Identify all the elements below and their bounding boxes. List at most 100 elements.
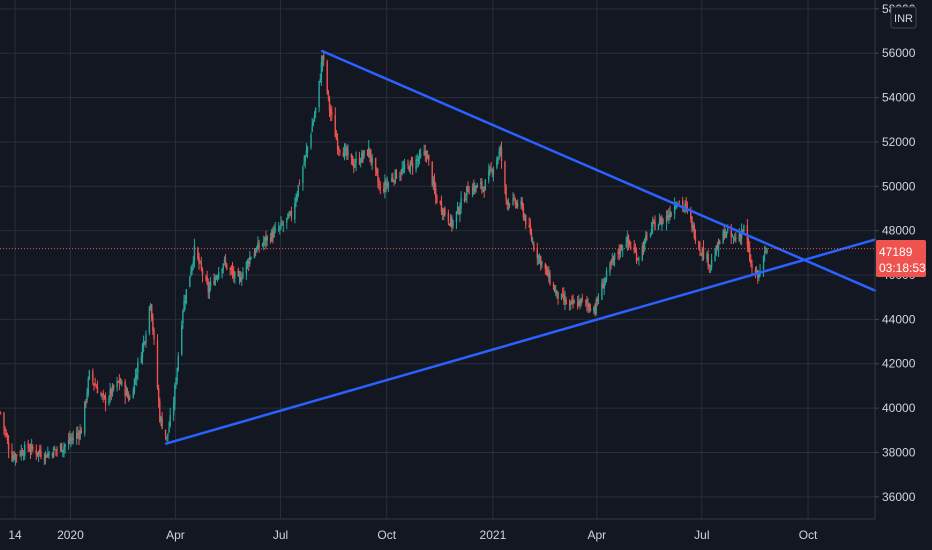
candle-body — [714, 256, 716, 261]
candle-body — [426, 155, 429, 160]
candle-body — [585, 300, 587, 302]
candle-body — [642, 246, 645, 250]
candle-body — [387, 182, 390, 186]
candle-body — [334, 114, 336, 138]
candle-body — [78, 433, 80, 438]
price-tick-label: 48000 — [882, 224, 916, 238]
candle-body — [231, 268, 234, 274]
candle-body — [416, 159, 418, 161]
candle-body — [145, 334, 147, 344]
candle-body — [191, 264, 193, 272]
candle-body — [60, 443, 63, 452]
time-tick-label: 2021 — [480, 528, 507, 542]
candle-body — [111, 385, 114, 395]
candle-body — [62, 449, 64, 453]
candle-body — [504, 161, 506, 187]
candle-body — [167, 433, 169, 437]
candle-body — [597, 299, 600, 301]
candle-body — [311, 125, 313, 133]
candle-body — [108, 397, 110, 405]
candle-body — [763, 252, 766, 256]
candle-body — [521, 201, 523, 207]
candle-body — [215, 276, 218, 279]
candle-body — [610, 261, 612, 264]
candle-body — [617, 252, 619, 254]
candle-body — [323, 54, 325, 61]
candle-body — [198, 257, 200, 264]
time-tick-label: 14 — [8, 528, 22, 542]
candle-body — [482, 187, 484, 189]
candle-body — [467, 187, 469, 193]
candle-body — [570, 301, 572, 305]
candle-body — [110, 388, 113, 395]
candle-body — [274, 228, 276, 231]
candle-body — [499, 147, 502, 154]
candle-body — [336, 139, 339, 150]
candle-body — [595, 300, 597, 314]
candle-body — [675, 205, 677, 207]
candle-body — [93, 383, 95, 385]
candle-body — [290, 210, 293, 218]
candle-body — [537, 255, 540, 260]
candle-body — [682, 200, 684, 208]
candle-body — [256, 247, 258, 252]
candle-body — [637, 259, 639, 261]
candle-body — [279, 226, 281, 229]
candle-body — [489, 168, 491, 173]
candle-body — [546, 269, 549, 277]
candle-body — [541, 262, 543, 264]
candle-body — [261, 243, 264, 246]
candle-body — [201, 269, 204, 276]
trendlines[interactable] — [164, 49, 877, 445]
candle-body — [596, 298, 599, 302]
time-axis[interactable]: 14 2020 Apr Jul Oct 2021 Apr Jul Oct — [8, 528, 818, 542]
candle-body — [144, 341, 146, 343]
candle-body — [257, 242, 259, 250]
candle-body — [580, 298, 582, 305]
currency-label[interactable]: INR — [890, 6, 917, 29]
candle-body — [339, 150, 341, 152]
candle-body — [762, 255, 765, 270]
candle-body — [149, 304, 152, 309]
candle-body — [258, 244, 260, 248]
candle-body — [742, 229, 744, 232]
candle-body — [48, 453, 50, 456]
candle-body — [224, 261, 227, 264]
candle-body — [476, 184, 478, 188]
candle-body — [484, 179, 487, 191]
grid-lines — [0, 0, 875, 519]
candle-body — [604, 277, 607, 283]
candle-body — [361, 152, 363, 163]
candle-body — [439, 201, 442, 203]
candle-body — [253, 252, 256, 259]
candle-body — [399, 175, 401, 178]
candle-body — [368, 147, 370, 157]
candle-body — [199, 262, 201, 264]
candle-body — [282, 224, 285, 226]
candle-body — [157, 388, 160, 402]
candle-body — [603, 282, 605, 289]
candle-body — [722, 231, 724, 243]
candle-body — [668, 214, 670, 219]
candle-body — [13, 454, 16, 459]
candle-body — [586, 301, 588, 304]
trendline-upper[interactable] — [320, 49, 877, 292]
trendline-lower[interactable] — [164, 238, 877, 445]
candle-body — [302, 167, 304, 184]
candle-body — [723, 230, 725, 239]
candle-body — [555, 291, 557, 294]
candle-body — [168, 427, 170, 433]
candle-body — [185, 289, 188, 304]
candle-body — [207, 282, 209, 293]
candle-body — [556, 290, 558, 294]
candle-body — [491, 171, 493, 174]
candle-body — [44, 452, 47, 458]
price-tick-label: 56000 — [882, 46, 916, 60]
candle-body — [715, 245, 717, 255]
candle-body — [109, 389, 111, 398]
candle-body — [190, 270, 192, 276]
candle-body — [552, 285, 555, 287]
candle-body — [181, 325, 183, 355]
candle-body — [650, 228, 653, 233]
